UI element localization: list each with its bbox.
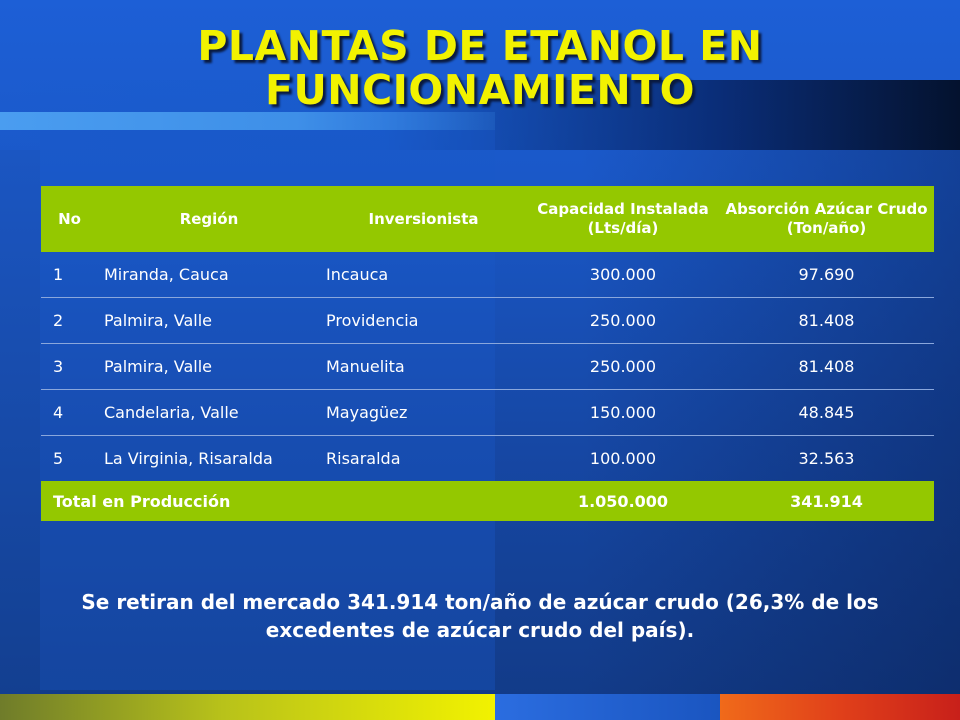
header-capacity: Capacidad Instalada (Lts/día) [527, 186, 719, 252]
cell-capacity: 300.000 [527, 252, 719, 298]
cell-capacity: 150.000 [527, 389, 719, 436]
table-row: 3 Palmira, Valle Manuelita 250.000 81.40… [41, 343, 934, 390]
total-capacity: 1.050.000 [527, 481, 719, 521]
header-absorption: Absorción Azúcar Crudo (Ton/año) [719, 186, 934, 252]
table-row: 5 La Virginia, Risaralda Risaralda 100.0… [41, 436, 934, 482]
cell-capacity: 250.000 [527, 343, 719, 390]
cell-absorption: 97.690 [719, 252, 934, 298]
cell-absorption: 48.845 [719, 389, 934, 436]
footnote: Se retiran del mercado 341.914 ton/año d… [0, 588, 960, 644]
cell-region: Candelaria, Valle [98, 389, 320, 436]
footnote-line-2: excedentes de azúcar crudo del país). [265, 618, 695, 642]
slide-title-line-2: FUNCIONAMIENTO [264, 66, 696, 114]
cell-capacity: 250.000 [527, 297, 719, 344]
cell-no: 4 [41, 389, 98, 436]
total-label: Total en Producción [41, 481, 527, 521]
header-region: Región [98, 186, 320, 252]
total-absorption: 341.914 [719, 481, 934, 521]
bottom-bar-red-segment [720, 694, 960, 720]
table-total-row: Total en Producción 1.050.000 341.914 [41, 481, 934, 521]
bottom-bar-yellow-segment [0, 694, 495, 720]
cell-region: Palmira, Valle [98, 297, 320, 344]
cell-investor: Mayagüez [320, 389, 527, 436]
ethanol-plants-table: No Región Inversionista Capacidad Instal… [41, 186, 934, 521]
table-row: 2 Palmira, Valle Providencia 250.000 81.… [41, 297, 934, 344]
cell-no: 5 [53, 449, 64, 468]
cell-capacity: 100.000 [589, 449, 657, 468]
cell-investor: Incauca [320, 252, 527, 298]
cell-no: 2 [41, 297, 98, 344]
cell-absorption: 81.408 [719, 343, 934, 390]
cell-region: Palmira, Valle [98, 343, 320, 390]
decorative-light-strip [0, 112, 495, 130]
table-row: 4 Candelaria, Valle Mayagüez 150.000 48.… [41, 389, 934, 436]
footnote-line-1: Se retiran del mercado 341.914 ton/año d… [81, 590, 879, 614]
slide-title: PLANTAS DE ETANOL EN FUNCIONAMIENTO [0, 24, 960, 112]
decorative-bottom-bar [0, 694, 960, 720]
header-investor: Inversionista [320, 186, 527, 252]
table-row: 1 Miranda, Cauca Incauca 300.000 97.690 [41, 252, 934, 298]
cell-investor: Manuelita [320, 343, 527, 390]
cell-region: Miranda, Cauca [98, 252, 320, 298]
decorative-left-column [0, 150, 40, 695]
cell-absorption: 32.563 [798, 449, 855, 468]
cell-investor: Providencia [320, 297, 527, 344]
cell-absorption: 81.408 [719, 297, 934, 344]
slide-title-line-1: PLANTAS DE ETANOL EN [197, 22, 763, 70]
cell-region: La Virginia, Risaralda [104, 449, 273, 468]
cell-investor: Risaralda [326, 449, 401, 468]
table-header-row: No Región Inversionista Capacidad Instal… [41, 186, 934, 252]
bottom-bar-blue-segment [495, 694, 720, 720]
header-no: No [41, 186, 98, 252]
cell-no: 1 [41, 252, 98, 298]
cell-no: 3 [41, 343, 98, 390]
